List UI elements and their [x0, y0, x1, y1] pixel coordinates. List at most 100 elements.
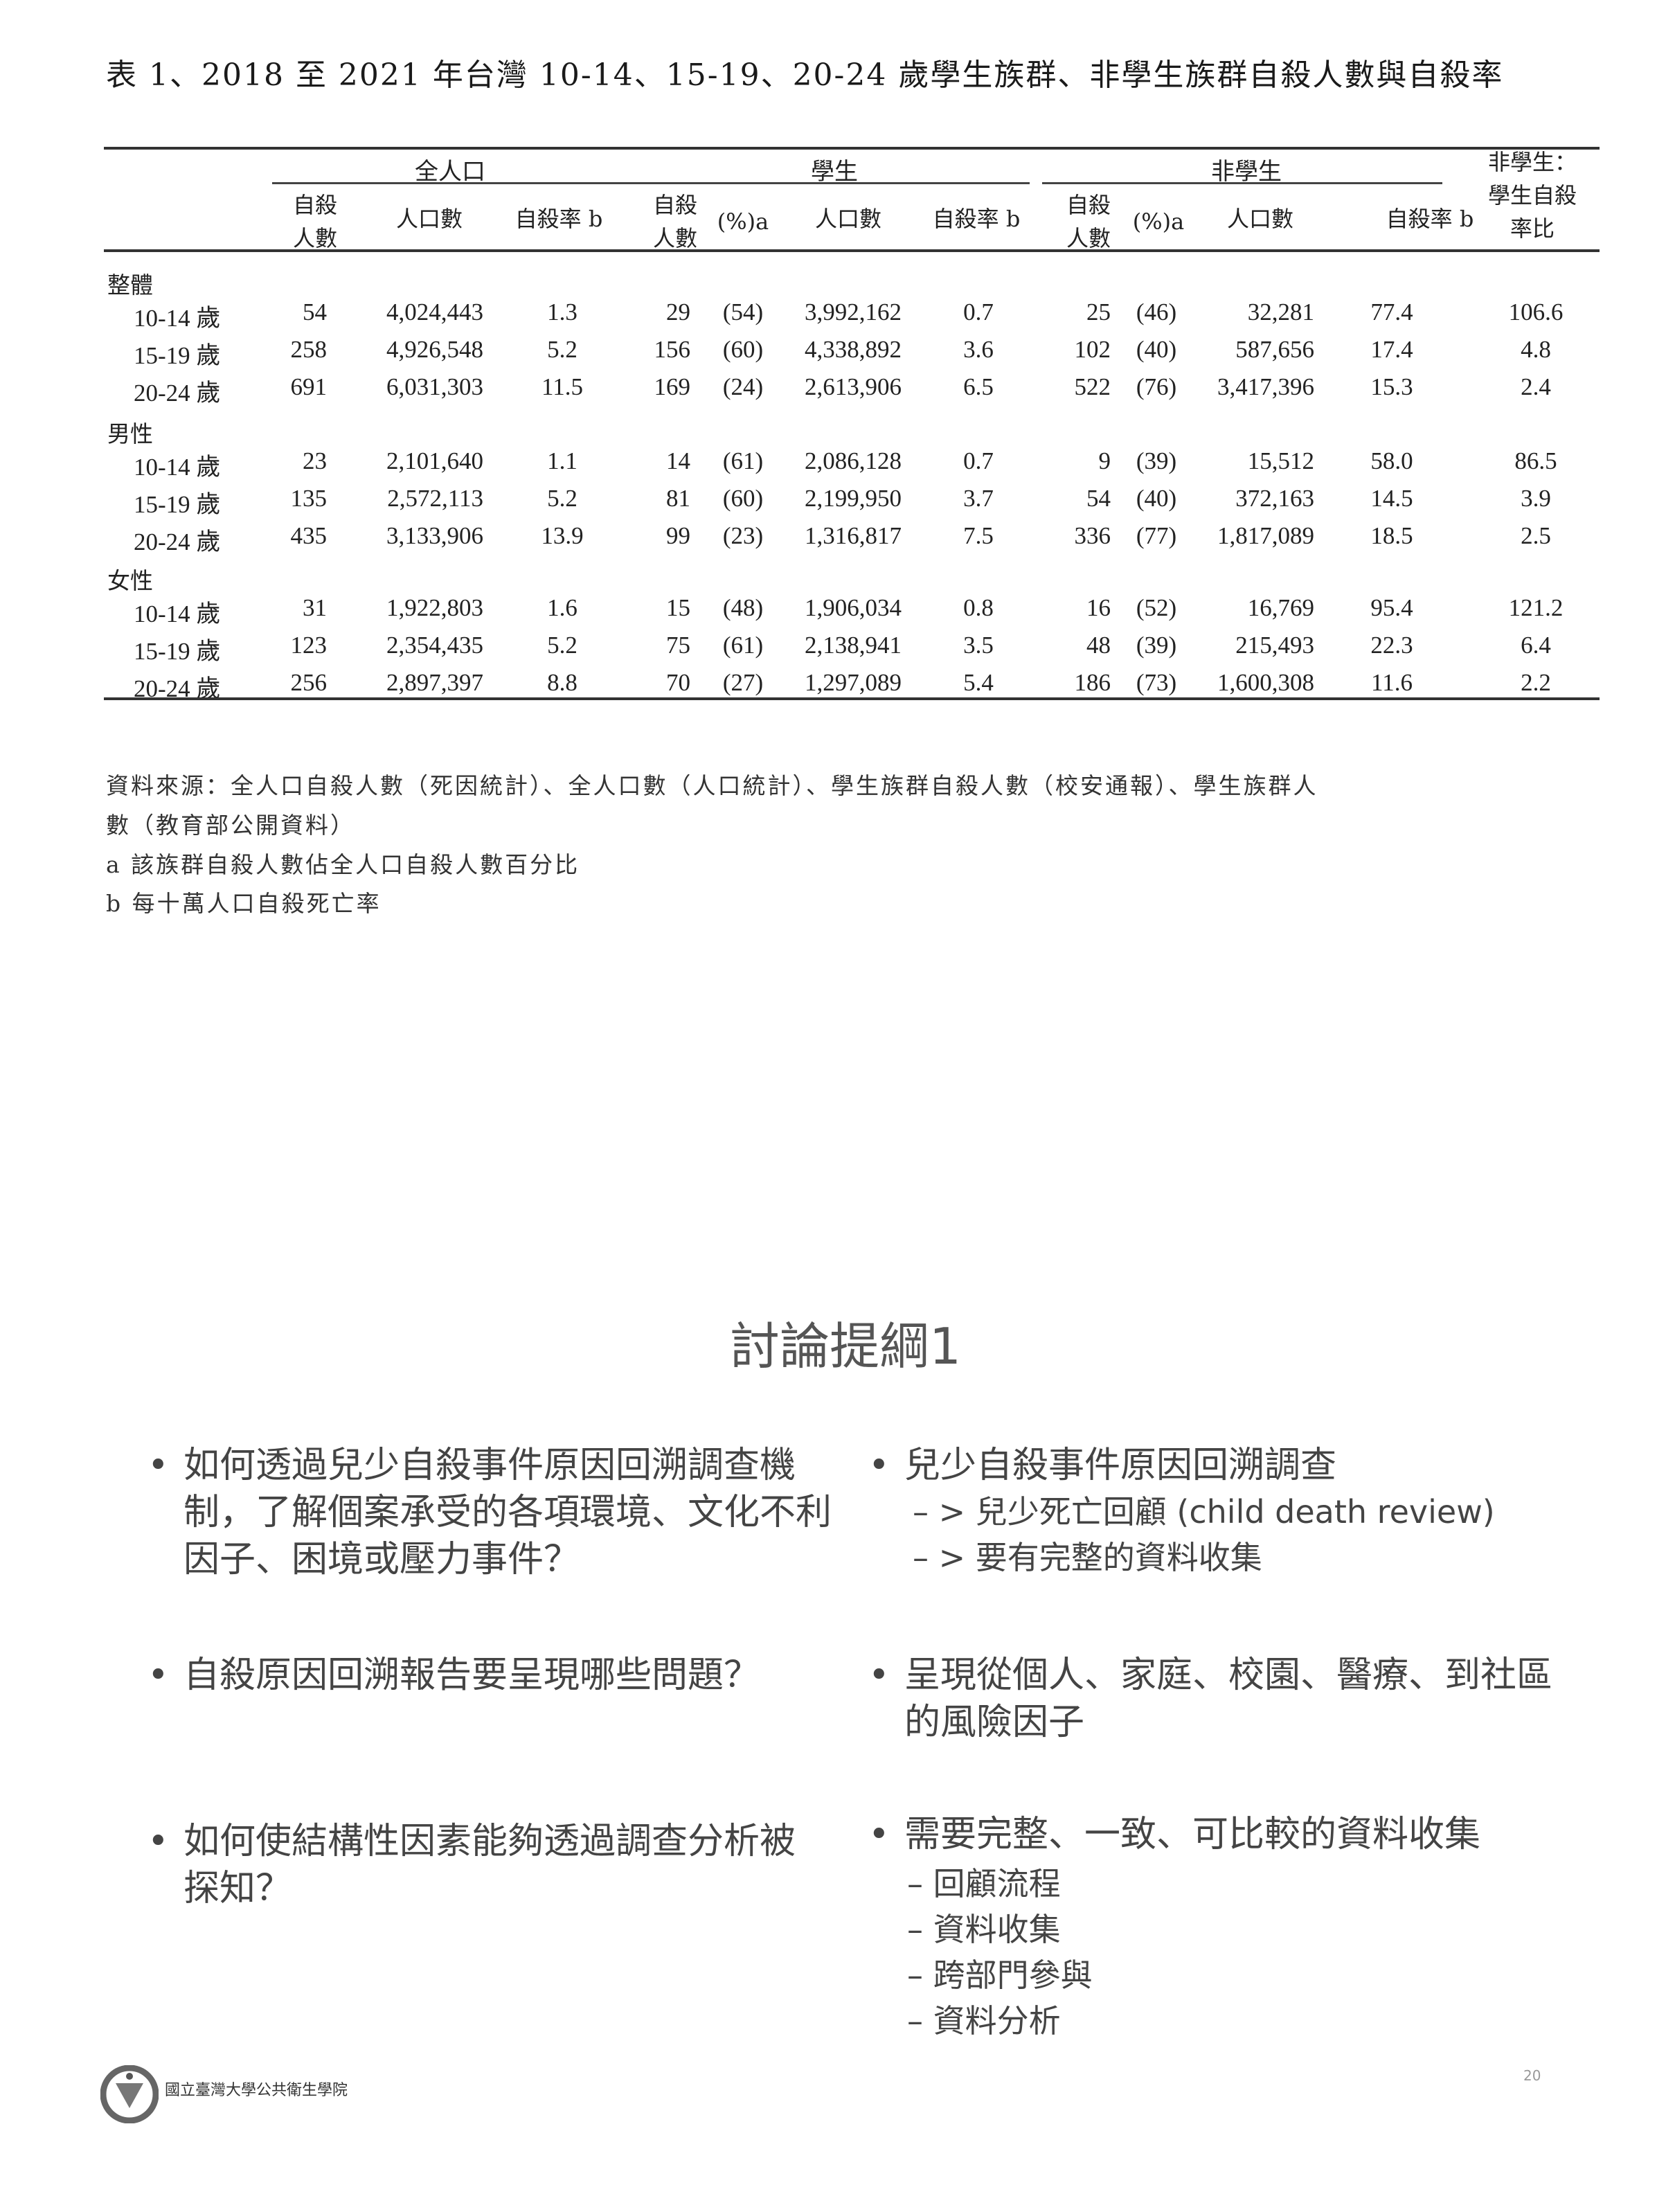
- table-cell: 54: [1086, 485, 1111, 512]
- table-cell: 58.0: [1370, 447, 1413, 474]
- sub-item: – 跨部門參與: [907, 1956, 1093, 1994]
- table-cell: 6.4: [1521, 632, 1551, 659]
- row-label: 15-19 歲: [134, 491, 221, 518]
- table-cell: 258: [290, 336, 328, 363]
- table-title: 表 1、2018 至 2021 年台灣 10-14、15-19、20-24 歲學…: [106, 57, 1504, 93]
- left-bullet-3: • 如何使結構性因素能夠透過調查分析被探知？: [147, 1818, 821, 1912]
- column-header-population: 人口數: [814, 206, 882, 232]
- column-header-suicides: 自殺 人數: [1066, 188, 1111, 255]
- table-cell: 13.9: [541, 522, 584, 549]
- footnote-b: b 每十萬人口自殺死亡率: [106, 890, 382, 917]
- table-cell: (27): [722, 669, 764, 696]
- table-cell: 435: [290, 522, 328, 549]
- table-cell: 1.6: [547, 594, 577, 621]
- group-header-all: 全人口: [415, 158, 485, 186]
- table-cell: 77.4: [1370, 298, 1413, 325]
- table-cell: 15.3: [1370, 373, 1413, 400]
- table-cell: (48): [722, 594, 764, 621]
- table-cell: 1.1: [547, 447, 577, 474]
- bullet-icon: •: [147, 1654, 169, 1696]
- bullet-icon: •: [868, 1445, 890, 1486]
- group-rule: [272, 182, 638, 184]
- header-bottom-rule: [104, 249, 1600, 252]
- table-cell: 6,031,303: [386, 373, 483, 400]
- group-header-student: 學生: [811, 158, 858, 186]
- bullet-text: 如何透過兒少自殺事件原因回溯調查機制，了解個案承受的各項環境、文化不利因子、困境…: [183, 1445, 832, 1580]
- table-cell: 11.6: [1371, 669, 1413, 696]
- column-header-line: 人數: [652, 225, 698, 251]
- table-cell: 372,163: [1235, 485, 1314, 512]
- sub-item: – > 兒少死亡回顧 (child death review): [913, 1493, 1495, 1531]
- table-cell: 16,769: [1247, 594, 1314, 621]
- table-cell: 135: [290, 485, 328, 512]
- row-label: 10-14 歲: [134, 305, 221, 332]
- table-cell: 102: [1074, 336, 1111, 363]
- table-cell: 691: [290, 373, 328, 400]
- group-rule: [638, 182, 1030, 184]
- table-cell: (39): [1136, 447, 1177, 474]
- table-cell: 4,926,548: [386, 336, 483, 363]
- table-cell: 5.2: [547, 485, 577, 512]
- table-cell: 99: [666, 522, 690, 549]
- row-label: 15-19 歲: [134, 638, 221, 665]
- sub-item: – > 要有完整的資料收集: [913, 1539, 1262, 1576]
- column-header-suicides: 自殺 人數: [653, 188, 697, 255]
- ratio-header: 非學生： 學生自殺 率比: [1488, 145, 1577, 245]
- column-header-line: 人數: [292, 225, 338, 251]
- column-header-pct: (%)a: [1132, 208, 1185, 235]
- column-header-pct: (%)a: [717, 208, 769, 235]
- table-cell: (76): [1136, 373, 1177, 400]
- table-cell: 95.4: [1370, 594, 1413, 621]
- section-label: 整體: [107, 271, 153, 298]
- left-bullet-2: • 自殺原因回溯報告要呈現哪些問題？: [147, 1652, 841, 1699]
- ratio-header-line: 率比: [1510, 215, 1555, 242]
- column-header-population: 人口數: [1226, 206, 1294, 232]
- table-cell: 6.5: [963, 373, 994, 400]
- source-note-cont: 數（教育部公開資料）: [106, 812, 355, 839]
- table-cell: 5.4: [963, 669, 994, 696]
- table-cell: 8.8: [547, 669, 577, 696]
- table-cell: 86.5: [1514, 447, 1557, 474]
- table-cell: (39): [1136, 632, 1177, 659]
- bullet-text: 兒少自殺事件原因回溯調查: [904, 1445, 1337, 1486]
- table-cell: 587,656: [1235, 336, 1314, 363]
- table-cell: 1,922,803: [386, 594, 483, 621]
- table-cell: (73): [1136, 669, 1177, 696]
- column-header-rate: 自殺率 b: [1386, 206, 1474, 232]
- section-label: 女性: [107, 567, 153, 594]
- table-cell: 336: [1074, 522, 1111, 549]
- table-cell: 31: [303, 594, 327, 621]
- table-cell: 15: [666, 594, 690, 621]
- table-cell: 2.4: [1521, 373, 1551, 400]
- table-cell: 1,316,817: [805, 522, 902, 549]
- right-bullet-2: • 呈現從個人、家庭、校園、醫療、到社區的風險因子: [868, 1652, 1569, 1746]
- section-label: 男性: [107, 420, 153, 447]
- column-header-line: 自殺: [292, 192, 338, 218]
- table-bottom-rule: [104, 697, 1600, 700]
- table-cell: 23: [303, 447, 327, 474]
- right-bullet-1: • 兒少自殺事件原因回溯調查 – > 兒少死亡回顧 (child death re…: [868, 1442, 1569, 1580]
- ratio-header-line: 學生自殺: [1487, 182, 1577, 208]
- column-header-line: 自殺: [652, 192, 698, 218]
- table-cell: 9: [1098, 447, 1111, 474]
- table-cell: 16: [1086, 594, 1111, 621]
- table-cell: 121.2: [1508, 594, 1564, 621]
- table-cell: 1,600,308: [1217, 669, 1314, 696]
- table-cell: (77): [1136, 522, 1177, 549]
- university-logo: [100, 2064, 159, 2126]
- table-cell: 1,297,089: [805, 669, 902, 696]
- sub-item: – 回顧流程: [907, 1865, 1061, 1902]
- group-rule: [1042, 182, 1442, 184]
- table-cell: (40): [1136, 485, 1177, 512]
- row-label: 10-14 歲: [134, 600, 221, 627]
- row-label: 20-24 歲: [134, 380, 221, 407]
- table-cell: 14.5: [1370, 485, 1413, 512]
- table-cell: 0.8: [963, 594, 994, 621]
- table-cell: (61): [722, 447, 764, 474]
- sub-item: – 資料分析: [907, 2002, 1061, 2040]
- row-label: 20-24 歲: [134, 528, 221, 555]
- table-cell: 2,613,906: [805, 373, 902, 400]
- table-cell: 2,101,640: [386, 447, 483, 474]
- table-cell: (60): [722, 336, 764, 363]
- table-cell: 29: [666, 298, 690, 325]
